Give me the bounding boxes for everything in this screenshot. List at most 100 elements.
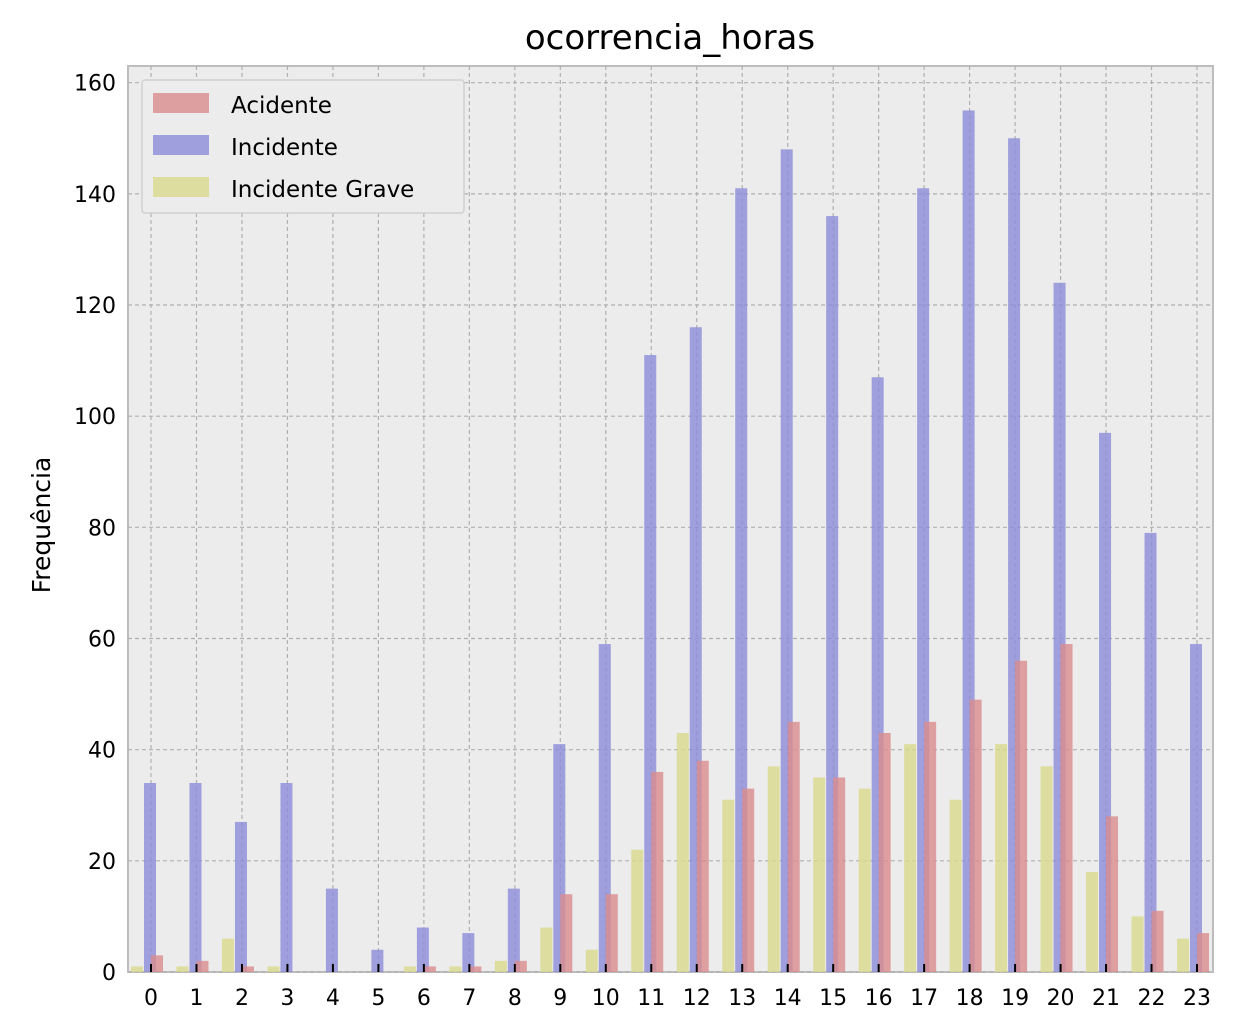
x-tick-label: 20 bbox=[1047, 986, 1075, 1011]
bar-acidente bbox=[1015, 660, 1028, 972]
bar-acidente bbox=[151, 955, 163, 972]
bar-incidente bbox=[144, 783, 156, 972]
bar-incidente bbox=[371, 949, 384, 972]
y-tick-label: 60 bbox=[88, 628, 116, 653]
bar-incidente-grave bbox=[221, 938, 234, 972]
legend-box bbox=[141, 79, 465, 214]
x-tick-label: 2 bbox=[235, 986, 249, 1011]
x-tick-label: 21 bbox=[1092, 986, 1120, 1011]
bar-incidente bbox=[462, 933, 475, 972]
x-tick-label: 15 bbox=[819, 986, 847, 1011]
x-tick-label: 12 bbox=[683, 986, 711, 1011]
x-axis: 0 1 2 3 4 5 6 7 8 9 10 11 12 13 14 15 16 17 18 19 20 21 22 23 bbox=[144, 964, 1211, 1011]
legend-label: Acidente bbox=[231, 93, 332, 119]
bar-acidente bbox=[196, 960, 209, 972]
x-tick-label: 0 bbox=[144, 986, 158, 1011]
legend: Acidente Incidente Incidente Grave bbox=[141, 79, 465, 214]
bar-acidente bbox=[1151, 910, 1164, 972]
bar-acidente bbox=[469, 966, 482, 972]
bar-incidente-grave bbox=[403, 966, 416, 972]
bar-acidente bbox=[241, 966, 254, 972]
x-tick-label: 10 bbox=[592, 986, 620, 1011]
y-tick-label: 120 bbox=[74, 294, 116, 319]
x-tick-label: 13 bbox=[728, 986, 756, 1011]
x-tick-label: 1 bbox=[189, 986, 203, 1011]
y-tick-label: 140 bbox=[74, 183, 116, 208]
bar-acidente bbox=[696, 760, 709, 972]
bar-acidente bbox=[787, 721, 800, 972]
bar-incidente-grave bbox=[449, 966, 462, 972]
bar-incidente-grave bbox=[1177, 938, 1189, 972]
x-tick-label: 14 bbox=[774, 986, 802, 1011]
bar-acidente bbox=[924, 721, 937, 972]
x-tick-label: 17 bbox=[910, 986, 938, 1011]
bar-acidente bbox=[1197, 933, 1209, 972]
y-tick-label: 20 bbox=[88, 850, 116, 875]
bar-acidente bbox=[878, 732, 891, 972]
bar-incidente-grave bbox=[1040, 766, 1053, 972]
y-tick-label: 40 bbox=[88, 739, 116, 764]
chart-title: ocorrencia_horas bbox=[525, 18, 815, 58]
bar-incidente bbox=[1144, 532, 1157, 972]
x-tick-label: 22 bbox=[1138, 986, 1166, 1011]
x-tick-label: 6 bbox=[417, 986, 431, 1011]
bar-incidente-grave bbox=[904, 744, 917, 972]
x-tick-label: 16 bbox=[865, 986, 893, 1011]
y-axis-label: Frequência bbox=[27, 457, 56, 594]
bar-incidente-grave bbox=[676, 732, 689, 972]
bar-acidente bbox=[514, 960, 527, 972]
bar-acidente bbox=[605, 894, 618, 972]
x-tick-label: 8 bbox=[508, 986, 522, 1011]
bars bbox=[131, 110, 1209, 973]
bar-incidente-grave bbox=[1131, 916, 1144, 972]
bar-incidente-grave bbox=[995, 744, 1008, 972]
x-tick-label: 11 bbox=[637, 986, 665, 1011]
bar-incidente-grave bbox=[767, 766, 780, 972]
bar-acidente bbox=[560, 894, 573, 972]
bar-incidente bbox=[280, 783, 293, 972]
x-tick-label: 18 bbox=[956, 986, 984, 1011]
bar-incidente bbox=[1190, 644, 1202, 972]
x-tick-label: 4 bbox=[326, 986, 340, 1011]
bar-incidente-grave bbox=[267, 966, 280, 972]
bar-acidente bbox=[423, 966, 436, 972]
y-tick-label: 160 bbox=[74, 72, 116, 97]
bar-incidente-grave bbox=[858, 788, 871, 972]
legend-swatch bbox=[153, 135, 209, 155]
bar-incidente-grave bbox=[131, 966, 143, 972]
bar-incidente-grave bbox=[631, 849, 644, 972]
y-axis: 0 20 40 60 80 100 120 140 160 bbox=[74, 72, 116, 986]
bar-incidente-grave bbox=[176, 966, 189, 972]
y-tick-label: 100 bbox=[74, 405, 116, 430]
y-tick-label: 80 bbox=[88, 516, 116, 541]
y-tick-label: 0 bbox=[102, 961, 116, 986]
bar-incidente bbox=[234, 821, 247, 972]
bar-incidente-grave bbox=[540, 927, 553, 972]
x-tick-label: 5 bbox=[371, 986, 385, 1011]
bar-incidente-grave bbox=[585, 949, 598, 972]
legend-label: Incidente Grave bbox=[231, 177, 414, 203]
x-tick-label: 9 bbox=[553, 986, 567, 1011]
bar-acidente bbox=[969, 699, 982, 972]
bar-incidente-grave bbox=[722, 799, 735, 972]
bar-incidente-grave bbox=[813, 777, 826, 972]
bar-incidente bbox=[735, 188, 748, 972]
x-tick-label: 23 bbox=[1183, 986, 1211, 1011]
bar-incidente-grave bbox=[1086, 871, 1099, 972]
bar-incidente-grave bbox=[494, 960, 507, 972]
x-tick-label: 3 bbox=[280, 986, 294, 1011]
bar-acidente bbox=[742, 788, 755, 972]
bar-incidente bbox=[416, 927, 429, 972]
legend-swatch bbox=[153, 177, 209, 197]
bar-incidente bbox=[325, 888, 338, 972]
x-tick-label: 19 bbox=[1001, 986, 1029, 1011]
bar-acidente bbox=[651, 771, 664, 972]
bar-incidente bbox=[189, 783, 202, 972]
legend-label: Incidente bbox=[231, 135, 338, 161]
bar-incidente-grave bbox=[949, 799, 962, 972]
plot-background bbox=[127, 65, 1214, 973]
bar-incidente bbox=[507, 888, 520, 972]
bar-acidente bbox=[1060, 644, 1073, 972]
